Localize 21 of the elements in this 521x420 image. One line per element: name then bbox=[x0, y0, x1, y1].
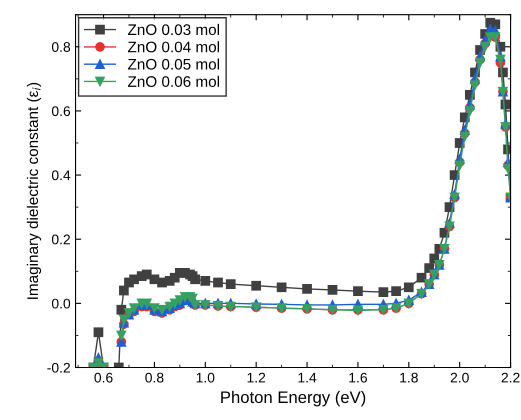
x-axis-title: Photon Energy (eV) bbox=[221, 390, 366, 406]
y-tick-label: 0.2 bbox=[52, 234, 70, 244]
y-tick-label: -0.2 bbox=[47, 362, 70, 373]
legend-label: ZnO 0.06 mol bbox=[128, 76, 220, 87]
x-tick-label: 2.2 bbox=[502, 372, 520, 382]
y-tick-label: 0.8 bbox=[52, 42, 70, 52]
legend-label: ZnO 0.04 mol bbox=[128, 41, 220, 52]
x-tick-label: 0.6 bbox=[94, 372, 113, 383]
x-tick-label: 1.2 bbox=[248, 372, 266, 382]
y-tick-label: 0.4 bbox=[52, 170, 70, 180]
y-axis-title: Imaginary dielectric constant (ε$_{i}$) bbox=[26, 82, 42, 299]
x-tick-label: 1.4 bbox=[298, 372, 316, 382]
y-tick-label: 0.0 bbox=[52, 298, 70, 309]
legend-label: ZnO 0.05 mol bbox=[128, 58, 220, 70]
x-tick-label: 1.8 bbox=[400, 372, 418, 383]
x-tick-label: 1.6 bbox=[349, 372, 367, 383]
x-tick-label: 0.8 bbox=[145, 372, 164, 383]
legend-label: ZnO 0.03 mol bbox=[128, 24, 220, 36]
x-tick-label: 2.0 bbox=[450, 372, 469, 383]
x-tick-label: 1.0 bbox=[196, 372, 214, 383]
y-tick-label: 0.6 bbox=[52, 106, 70, 116]
